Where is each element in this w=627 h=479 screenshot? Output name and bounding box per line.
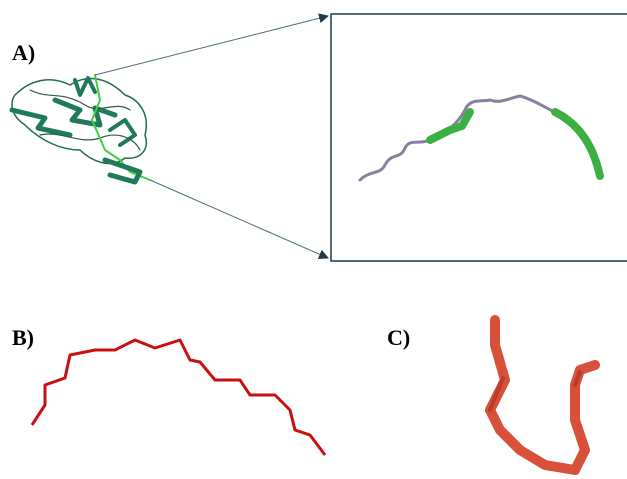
panel-label: C) (387, 325, 410, 350)
zoom-arrow (150, 180, 328, 258)
figure: A) B) C) (0, 0, 627, 479)
peptide-ribbon (360, 96, 600, 180)
panel-label: B) (12, 325, 34, 350)
zoom-arrow (95, 16, 328, 75)
backbone-trace (32, 340, 325, 455)
backbone-tube (490, 320, 595, 470)
panel-label: A) (12, 40, 35, 65)
protein-structure (12, 75, 150, 182)
